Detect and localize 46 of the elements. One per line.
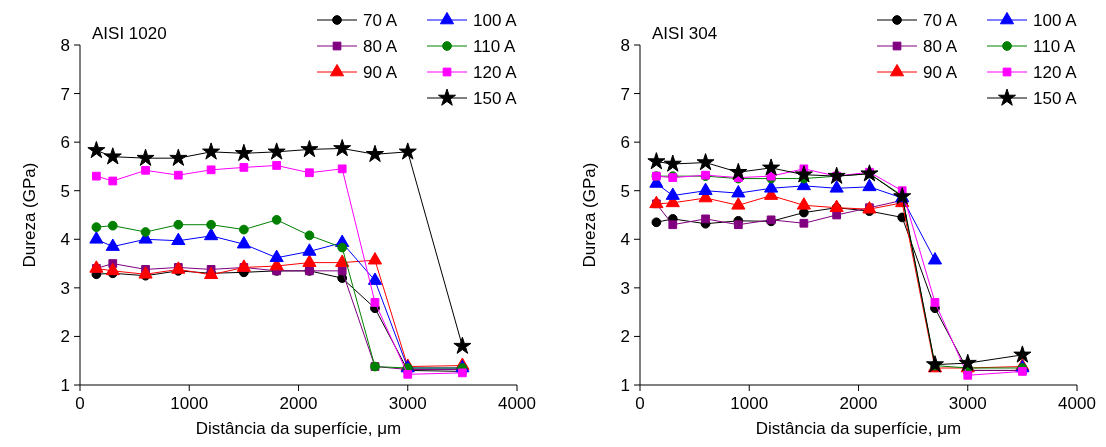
x-axis-title: Distância da superfície, μm <box>195 419 402 438</box>
legend-label: 100 A <box>1033 11 1078 30</box>
y-tick-label: 1 <box>60 376 70 395</box>
x-axis-title: Distância da superfície, μm <box>755 419 962 438</box>
x-tick-label: 2000 <box>279 394 318 413</box>
y-tick-label: 5 <box>620 181 630 201</box>
y-axis-title: Dureza (GPa) <box>580 162 599 268</box>
legend-label: 150 A <box>1033 89 1078 108</box>
x-tick-label: 2000 <box>839 394 878 413</box>
x-tick-label: 1000 <box>730 394 769 413</box>
chart-title: AISI 304 <box>652 24 718 43</box>
legend-label: 150 A <box>473 89 518 108</box>
legend-label: 80 A <box>363 37 398 56</box>
y-tick-label: 7 <box>60 84 70 104</box>
x-tick-label: 4000 <box>1058 394 1096 413</box>
legend-label: 90 A <box>923 63 958 82</box>
chart-title: AISI 1020 <box>92 24 167 43</box>
legend-label: 110 A <box>473 37 516 56</box>
y-tick-label: 2 <box>620 327 630 347</box>
x-tick-label: 4000 <box>498 394 536 413</box>
y-tick-label: 6 <box>60 133 70 153</box>
x-tick-label: 0 <box>75 394 85 413</box>
y-tick-label: 3 <box>620 278 630 298</box>
y-tick-label: 4 <box>60 230 70 250</box>
legend-label: 100 A <box>473 11 518 30</box>
x-tick-label: 3000 <box>948 394 987 413</box>
legend-label: 90 A <box>363 63 398 82</box>
y-axis-title: Dureza (GPa) <box>20 162 39 268</box>
y-tick-label: 2 <box>60 327 70 347</box>
legend-label: 70 A <box>363 11 398 30</box>
y-tick-label: 5 <box>60 181 70 201</box>
y-tick-label: 6 <box>620 133 630 153</box>
y-tick-label: 7 <box>620 84 630 104</box>
x-tick-label: 0 <box>635 394 645 413</box>
y-tick-label: 4 <box>620 230 630 250</box>
legend-label: 80 A <box>923 37 958 56</box>
y-tick-label: 8 <box>620 36 630 55</box>
legend-label: 110 A <box>1033 37 1076 56</box>
x-tick-label: 1000 <box>170 394 209 413</box>
y-tick-label: 3 <box>60 278 70 298</box>
legend-label: 120 A <box>473 63 518 82</box>
y-tick-label: 1 <box>620 376 630 395</box>
y-tick-label: 8 <box>60 36 70 55</box>
legend-label: 120 A <box>1033 63 1078 82</box>
x-tick-label: 3000 <box>388 394 427 413</box>
legend-label: 70 A <box>923 11 958 30</box>
